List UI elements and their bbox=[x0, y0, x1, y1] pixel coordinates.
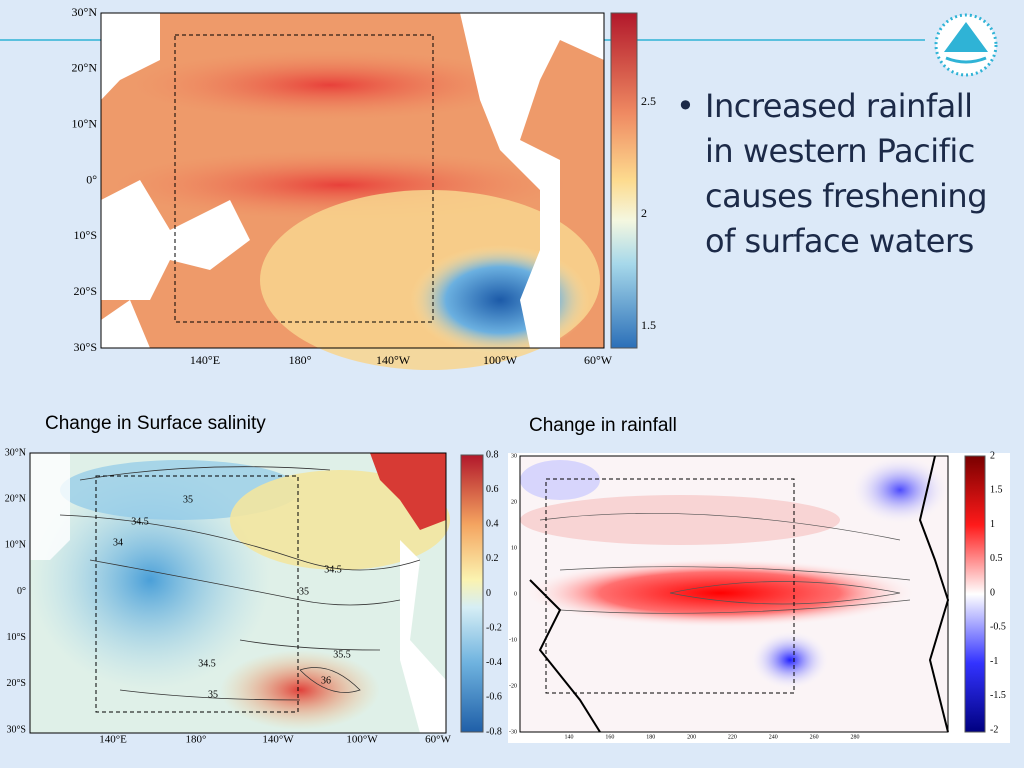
x-tick-label: 240 bbox=[769, 734, 778, 740]
colorbar-label: 2.5 bbox=[641, 94, 656, 108]
y-tick-label: 30°S bbox=[6, 724, 26, 735]
y-tick-label: 20°N bbox=[72, 61, 98, 75]
x-tick-label: 160 bbox=[605, 734, 614, 740]
colorbar-label: 0.4 bbox=[486, 519, 499, 530]
colorbar bbox=[610, 12, 638, 349]
x-tick-label: 180° bbox=[186, 734, 207, 746]
x-tick-label: 200 bbox=[687, 734, 696, 740]
bullet-point: • Increased rainfall in western Pacific … bbox=[676, 84, 1006, 264]
contour-label: 35.5 bbox=[333, 649, 351, 660]
x-tick-label: 280 bbox=[851, 734, 860, 740]
x-tick-label: 180° bbox=[289, 353, 312, 367]
y-tick-label: -20 bbox=[509, 683, 517, 689]
colorbar-label: -0.2 bbox=[486, 622, 502, 633]
x-tick-label: 100°W bbox=[483, 353, 518, 367]
y-tick-label: 10°S bbox=[74, 228, 97, 242]
y-tick-label: 0° bbox=[17, 586, 26, 597]
rainfall-map bbox=[508, 453, 1010, 743]
y-tick-label: 10°N bbox=[72, 116, 98, 130]
colorbar bbox=[964, 455, 986, 733]
y-tick-label: 20°S bbox=[6, 678, 26, 689]
colorbar-label: 1.5 bbox=[990, 485, 1003, 496]
x-tick-label: 220 bbox=[728, 734, 737, 740]
contour-label: 34.5 bbox=[131, 516, 149, 527]
salinity-map bbox=[29, 452, 484, 734]
y-tick-label: 10 bbox=[511, 545, 517, 551]
colorbar-label: 0.8 bbox=[486, 449, 499, 460]
y-tick-label: 20°N bbox=[5, 493, 26, 504]
y-tick-label: -30 bbox=[509, 729, 517, 735]
y-tick-label: 10°S bbox=[6, 632, 26, 643]
colorbar-label: -1.5 bbox=[990, 690, 1006, 701]
x-tick-label: 140°E bbox=[99, 734, 127, 746]
colorbar-label: 0.2 bbox=[486, 553, 499, 564]
x-tick-label: 260 bbox=[810, 734, 819, 740]
y-tick-label: 20°S bbox=[74, 284, 97, 298]
contour-label: 35 bbox=[183, 494, 193, 505]
colorbar-label: -0.6 bbox=[486, 692, 502, 703]
colorbar-label: 1.5 bbox=[641, 318, 656, 332]
contour-label: 35 bbox=[208, 689, 218, 700]
x-tick-label: 140°E bbox=[190, 353, 220, 367]
caption: Change in Surface salinity bbox=[45, 413, 266, 434]
colorbar-label: -0.5 bbox=[990, 622, 1006, 633]
colorbar-label: 0 bbox=[990, 587, 995, 598]
x-tick-label: 140°W bbox=[376, 353, 411, 367]
colorbar bbox=[460, 454, 484, 733]
y-tick-label: 30°N bbox=[72, 5, 98, 19]
x-tick-label: 140 bbox=[565, 734, 574, 740]
colorbar-label: 0.5 bbox=[990, 553, 1003, 564]
colorbar-label: -2 bbox=[990, 724, 998, 735]
contour-label: 36 bbox=[321, 675, 331, 686]
bullet-text: Increased rainfall in western Pacific ca… bbox=[705, 87, 988, 260]
y-tick-label: 10°N bbox=[5, 540, 26, 551]
logo bbox=[934, 13, 998, 77]
x-tick-label: 60°W bbox=[425, 734, 451, 746]
y-tick-label: 20 bbox=[511, 499, 517, 505]
colorbar-label: 0 bbox=[486, 588, 491, 599]
x-tick-label: 140°W bbox=[262, 734, 294, 746]
contour-label: 34.5 bbox=[324, 564, 342, 575]
y-tick-label: -10 bbox=[509, 637, 517, 643]
colorbar-label: 1 bbox=[990, 519, 995, 530]
x-tick-label: 60°W bbox=[584, 353, 613, 367]
bullet-dot: • bbox=[676, 87, 695, 125]
y-tick-label: 30°N bbox=[5, 447, 26, 458]
x-tick-label: 100°W bbox=[346, 734, 378, 746]
colorbar-label: 2 bbox=[990, 450, 995, 461]
y-tick-label: 30 bbox=[511, 453, 517, 459]
contour-label: 34 bbox=[113, 537, 123, 548]
caption: Change in rainfall bbox=[529, 415, 677, 436]
colorbar-label: -1 bbox=[990, 656, 998, 667]
colorbar-label: -0.4 bbox=[486, 657, 502, 668]
contour-label: 35 bbox=[299, 586, 309, 597]
top-map bbox=[100, 12, 638, 370]
y-tick-label: 30°S bbox=[74, 340, 97, 354]
y-tick-label: 0 bbox=[514, 591, 517, 597]
colorbar-label: 2 bbox=[641, 206, 647, 220]
colorbar-label: -0.8 bbox=[486, 726, 502, 737]
y-tick-label: 0° bbox=[86, 172, 97, 186]
colorbar-label: 0.6 bbox=[486, 484, 499, 495]
x-tick-label: 180 bbox=[646, 734, 655, 740]
contour-label: 34.5 bbox=[198, 658, 216, 669]
